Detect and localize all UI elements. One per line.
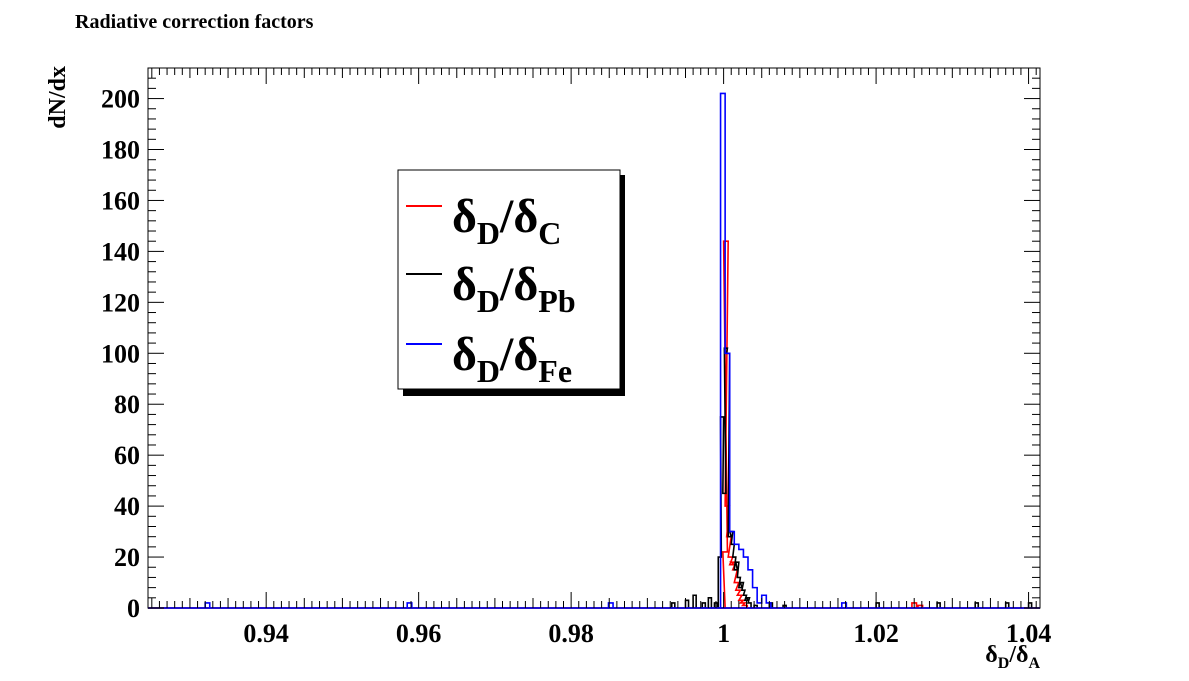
y-tick-label: 60 — [114, 441, 140, 470]
x-axis-label: δD/δA — [985, 642, 1040, 672]
x-tick-label: 0.94 — [243, 619, 289, 648]
y-tick-label: 80 — [114, 390, 140, 419]
y-tick-label: 40 — [114, 492, 140, 521]
y-tick-label: 140 — [101, 237, 140, 266]
y-tick-label: 200 — [101, 85, 140, 114]
x-tick-label: 1 — [717, 619, 730, 648]
y-tick-label: 20 — [114, 543, 140, 572]
legend-label: δD/δFe — [452, 328, 572, 389]
x-tick-label: 0.96 — [396, 619, 442, 648]
y-tick-label: 100 — [101, 339, 140, 368]
y-tick-label: 0 — [127, 594, 140, 623]
x-tick-label: 0.98 — [548, 619, 594, 648]
x-tick-label: 1.02 — [853, 619, 899, 648]
chart-title: Radiative correction factors — [75, 11, 314, 33]
y-tick-label: 120 — [101, 288, 140, 317]
y-tick-label: 180 — [101, 136, 140, 165]
y-tick-label: 160 — [101, 186, 140, 215]
series-histogram-2 — [204, 92, 848, 608]
x-tick-label: 1.04 — [1006, 619, 1052, 648]
chart-legend: δD/δC δD/δPb δD/δFe — [397, 169, 625, 396]
y-axis-label: dN/dx — [45, 66, 71, 129]
legend-label: δD/δC — [452, 190, 561, 251]
plot-area: 0 20 40 60 80 100 120 140 160 180 200 0.94 0.96 0.98 1… — [101, 67, 1052, 648]
legend-label: δD/δPb — [452, 258, 576, 319]
series-histogram-0 — [720, 240, 924, 609]
